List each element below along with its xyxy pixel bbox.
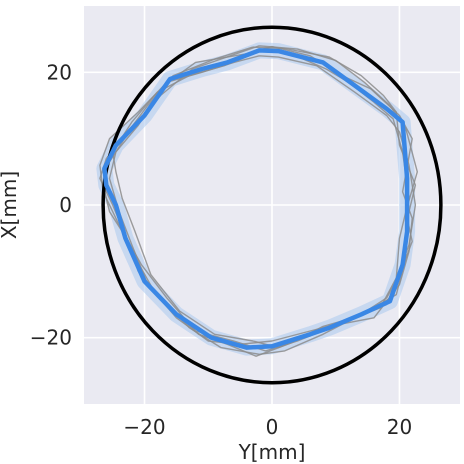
tick-labels: −20 0 20 −20 0 20 xyxy=(30,60,412,439)
x-axis-title: Y[mm] xyxy=(238,440,306,464)
y-tick-label-2: 20 xyxy=(47,60,72,84)
reference-circle xyxy=(101,25,443,385)
mean-path xyxy=(102,48,410,350)
y-tick-label-1: 0 xyxy=(59,193,72,217)
x-tick-label-1: 0 xyxy=(266,415,279,439)
mean-path-group xyxy=(102,48,410,350)
y-axis-title: X[mm] xyxy=(0,171,21,239)
trial-path-0 xyxy=(108,55,417,345)
y-tick-label-0: −20 xyxy=(30,326,72,350)
x-tick-label-0: −20 xyxy=(123,415,165,439)
x-tick-label-2: 20 xyxy=(387,415,412,439)
